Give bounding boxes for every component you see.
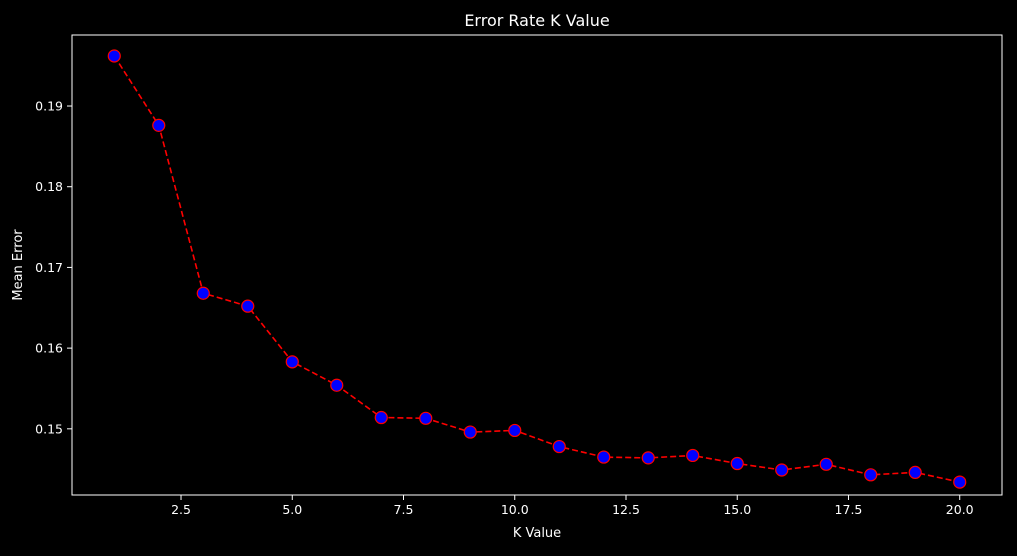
data-point: [775, 463, 789, 477]
y-tick-label: 0.18: [35, 179, 63, 194]
data-point: [463, 425, 477, 439]
series-mean-error: [107, 49, 967, 489]
data-point: [908, 465, 922, 480]
x-tick-label: 2.5: [171, 502, 191, 517]
data-point: [686, 448, 700, 463]
y-tick-label: 0.15: [35, 421, 63, 436]
data-point: [374, 410, 388, 425]
y-tick-label: 0.16: [35, 341, 63, 356]
x-axis-ticks: 2.5 5.0 7.5 10.0 12.5 15.0 17.5 20.0: [171, 495, 974, 517]
y-tick-label: 0.17: [35, 260, 63, 275]
plot-area: 2.5 5.0 7.5 10.0 12.5 15.0 17.5 20.0 0.150.160.…: [35, 34, 1003, 517]
y-axis-label: Mean Error: [11, 229, 26, 301]
data-point: [196, 286, 210, 300]
x-tick-label: 12.5: [612, 502, 640, 517]
plot-frame: [71, 34, 1003, 496]
data-point: [953, 475, 967, 489]
data-point: [597, 450, 611, 464]
data-point: [552, 439, 566, 454]
data-point: [508, 423, 522, 438]
x-tick-label: 15.0: [723, 502, 751, 517]
x-tick-label: 7.5: [394, 502, 414, 517]
x-tick-label: 17.5: [835, 502, 863, 517]
x-tick-label: 5.0: [282, 502, 302, 517]
data-point: [241, 299, 255, 313]
data-point: [285, 355, 299, 369]
data-point: [730, 456, 744, 471]
x-axis-label: K Value: [513, 526, 561, 541]
chart-title: Error Rate K Value: [464, 11, 609, 30]
data-point: [819, 457, 833, 471]
data-point: [641, 451, 655, 465]
data-point: [330, 378, 344, 392]
x-tick-label: 20.0: [946, 502, 974, 517]
y-tick-label: 0.19: [35, 99, 63, 114]
y-axis-ticks: 0.15 0.16 0.17 0.18 0.19: [35, 99, 72, 436]
data-point: [107, 49, 121, 63]
data-point: [864, 468, 878, 482]
data-point: [152, 118, 166, 132]
x-tick-label: 10.0: [501, 502, 529, 517]
data-point: [419, 411, 433, 425]
